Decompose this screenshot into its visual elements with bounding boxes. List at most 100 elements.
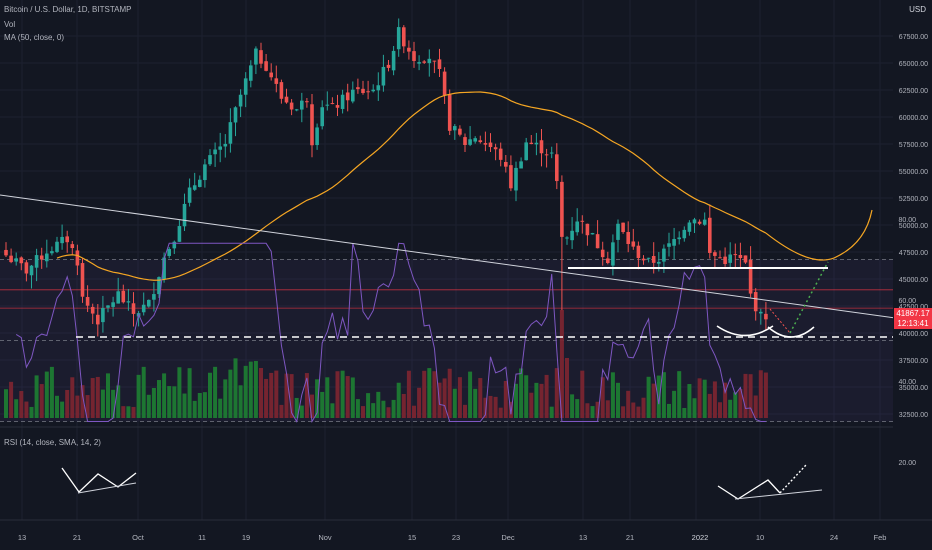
candle-body [468, 139, 472, 145]
candle-body [514, 167, 518, 191]
chart-title: Bitcoin / U.S. Dollar, 1D, BITSTAMP [4, 5, 132, 14]
double-bottom-arc-1 [716, 325, 774, 337]
volume-bar [4, 389, 8, 418]
candle-body [340, 94, 345, 109]
price-tick-label: 67500.00 [899, 34, 928, 41]
volume-bar [503, 380, 508, 418]
time-tick-label: 15 [408, 533, 416, 542]
volume-bar [682, 407, 687, 418]
candle-body [361, 88, 365, 94]
candle-body [243, 78, 248, 95]
candle-body [34, 255, 39, 268]
volume-bar [70, 377, 75, 418]
volume-bar [447, 368, 452, 418]
candle-body [177, 226, 182, 242]
volume-bar [570, 394, 575, 418]
volume-bar [320, 391, 325, 418]
candle-body [662, 248, 666, 262]
candle-body [147, 299, 151, 307]
candle-body [29, 265, 34, 276]
candle-body [335, 105, 340, 108]
candle-body [233, 107, 238, 123]
candle-body [80, 263, 85, 297]
candle-body [45, 253, 49, 262]
volume-bar [361, 406, 365, 418]
time-tick-label: 21 [626, 533, 634, 542]
candle-body [687, 222, 692, 232]
price-tick-label: 57500.00 [899, 142, 928, 149]
volume-bar [157, 380, 161, 418]
volume-bar [136, 374, 141, 418]
volume-bar [646, 376, 651, 418]
volume-bar [202, 392, 207, 418]
price-tick-label: 42500.00 [899, 304, 928, 311]
volume-bar [371, 403, 376, 418]
volume-bar [264, 378, 269, 418]
candle-body [55, 241, 59, 252]
candle-body [682, 229, 687, 239]
candle-body [141, 304, 146, 313]
candle-body [157, 277, 161, 295]
candle-body [249, 65, 253, 81]
candle-body [320, 107, 324, 127]
price-tick-label: 60000.00 [899, 115, 928, 122]
candle-body [60, 236, 64, 244]
candle-body [223, 143, 228, 147]
candle-body [254, 48, 258, 65]
volume-bar [519, 368, 524, 418]
volume-bar [294, 397, 299, 418]
volume-bar [590, 406, 595, 418]
candle-body [488, 142, 493, 148]
volume-bar [667, 403, 671, 418]
volume-bar [85, 395, 90, 418]
candle-body [402, 27, 406, 47]
candle-body [284, 96, 289, 103]
volume-bar [197, 392, 202, 418]
volume-bar [626, 390, 631, 418]
rsi-zigzag-2 [717, 479, 781, 500]
candle-body [427, 58, 432, 64]
volume-bar [24, 401, 29, 418]
volume-bar [126, 406, 131, 418]
volume-bar [9, 381, 14, 418]
candle-body [289, 102, 294, 110]
volume-bar [585, 403, 590, 418]
volume-bar [106, 373, 110, 418]
candle-body [294, 109, 299, 111]
candle-body [376, 85, 381, 91]
volume-bar [493, 396, 498, 418]
volume-bar [187, 368, 192, 418]
price-tick-label: 50000.00 [899, 223, 928, 230]
volume-bar [631, 402, 636, 418]
candle-body [121, 290, 126, 303]
volume-bar [733, 392, 738, 418]
candle-body [555, 154, 559, 182]
candle-body [228, 122, 233, 144]
candle-body [657, 261, 661, 264]
candle-body [315, 127, 319, 146]
candle-body [269, 72, 273, 78]
volume-bar [605, 400, 610, 418]
volume-bar [575, 399, 580, 418]
candle-body [90, 306, 95, 314]
volume-bar [412, 405, 416, 418]
candle-body [585, 223, 590, 236]
volume-bar [299, 405, 304, 418]
volume-bar [559, 310, 564, 418]
candle-body [264, 61, 268, 71]
volume-bar [274, 370, 279, 418]
last-price-countdown: 12:13:41 [897, 319, 929, 328]
candle-body [458, 128, 462, 135]
candle-body [75, 250, 80, 266]
rsi-trend-1 [77, 482, 137, 494]
candle-body [549, 152, 554, 154]
candle-body [672, 238, 676, 246]
volume-bar [748, 374, 753, 418]
volume-bar [529, 392, 534, 418]
volume-bar [182, 393, 187, 418]
candle-body [708, 217, 712, 253]
volume-bar [718, 402, 722, 418]
volume-bar [121, 406, 126, 418]
volume-bar [95, 376, 100, 418]
